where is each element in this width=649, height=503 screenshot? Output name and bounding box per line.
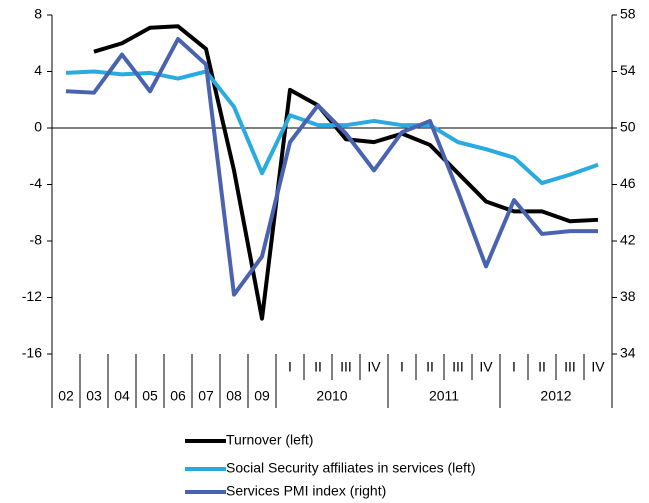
y2-tick-label: 34 (620, 345, 636, 361)
y-tick-label: -8 (30, 232, 43, 248)
x-tick-label: IV (367, 359, 381, 375)
group-label: 2010 (316, 388, 347, 404)
x-tick-label: II (426, 359, 434, 375)
y2-tick-label: 50 (620, 119, 636, 135)
legend-label: Services PMI index (right) (226, 483, 386, 499)
legend-label: Turnover (left) (226, 432, 313, 448)
x-tick-label: 08 (226, 388, 242, 404)
x-tick-label: 02 (58, 388, 74, 404)
x-tick-label: III (340, 359, 352, 375)
x-tick-label: I (400, 359, 404, 375)
group-label: 2012 (540, 388, 571, 404)
x-tick-label: II (538, 359, 546, 375)
x-tick-label: III (452, 359, 464, 375)
legend-label: Social Security affiliates in services (… (226, 460, 476, 476)
y-tick-label: 0 (34, 119, 42, 135)
series-line (65, 37, 598, 297)
x-tick-label: II (314, 359, 322, 375)
x-tick-label: 05 (142, 388, 158, 404)
x-tick-label: IV (479, 359, 493, 375)
x-tick-label: 09 (254, 388, 270, 404)
y-tick-label: -12 (22, 288, 42, 304)
group-label: 2011 (429, 388, 459, 404)
series-line (93, 24, 599, 321)
y-tick-label: 8 (34, 6, 42, 22)
y2-tick-label: 42 (620, 232, 636, 248)
x-tick-label: 06 (170, 388, 186, 404)
y2-tick-label: 38 (620, 288, 636, 304)
y-tick-label: -16 (22, 345, 42, 361)
series-line (65, 69, 599, 186)
x-tick-label: III (564, 359, 576, 375)
y2-tick-label: 58 (620, 6, 636, 22)
y-tick-label: -4 (30, 175, 43, 191)
y2-tick-label: 46 (620, 175, 636, 191)
x-tick-label: IV (591, 359, 605, 375)
y2-tick-label: 54 (620, 62, 636, 78)
y-tick-label: 4 (34, 62, 42, 78)
x-tick-label: 07 (198, 388, 214, 404)
x-tick-label: 04 (114, 388, 130, 404)
x-tick-label: I (288, 359, 292, 375)
x-tick-label: 03 (86, 388, 102, 404)
x-tick-label: I (512, 359, 516, 375)
